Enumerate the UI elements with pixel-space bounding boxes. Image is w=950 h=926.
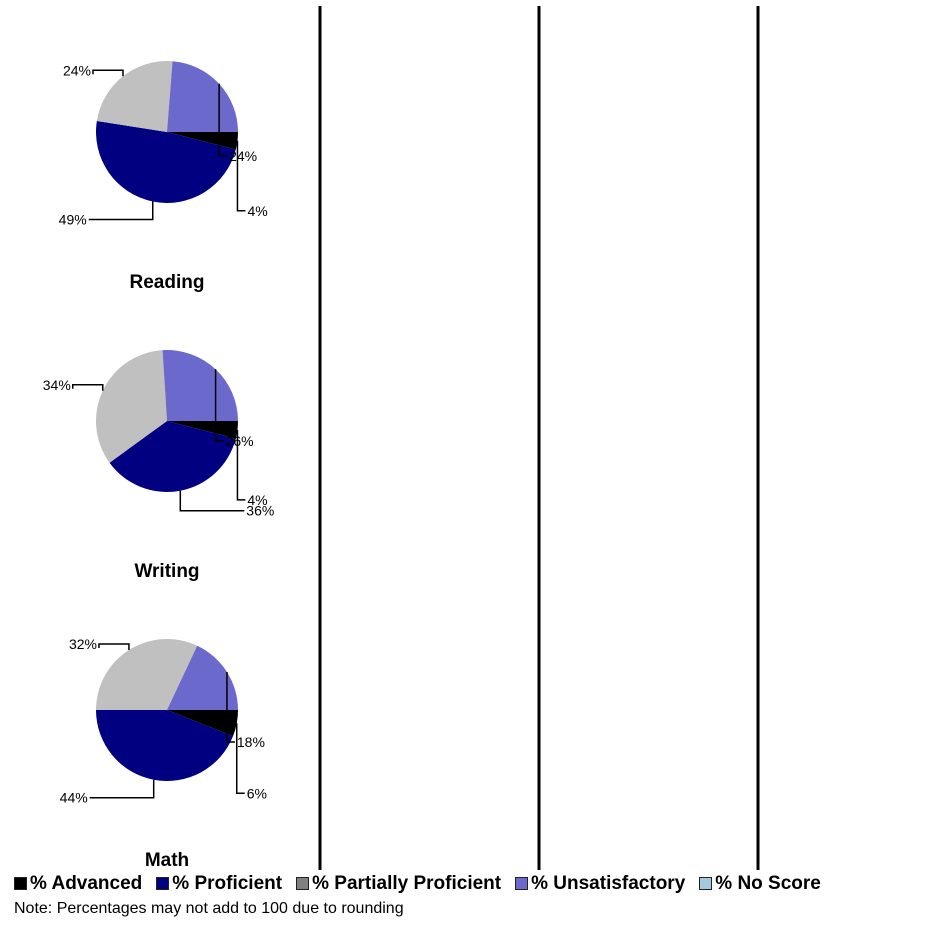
leader-line [89,779,155,799]
pie-slice-unsatisfactory [167,61,239,132]
pie-slice-advanced [167,132,238,150]
legend-label: % Unsatisfactory [531,873,686,894]
pie-slice-proficient [96,710,234,781]
data-label: 4% [248,203,268,219]
pie-slice-advanced [167,421,238,439]
pie-slice-partially-proficient [96,639,198,710]
data-label: 26% [226,433,254,449]
leader-line [236,429,246,501]
leader-line [92,69,124,77]
data-label: 34% [43,377,71,393]
pie-title: Writing [134,561,199,582]
leader-line [179,490,245,512]
pies-layer: 4%49%24%24%Reading4%36%34%26%Writing6%44… [43,60,274,870]
pie-slice-unsatisfactory [162,349,238,421]
leader-line [72,384,104,391]
legend-swatch [296,877,310,890]
data-label: 24% [229,148,257,164]
data-label: 6% [247,785,267,801]
pie-slice-partially-proficient [96,350,167,463]
data-label: 44% [60,790,88,806]
pie-slice-advanced [167,710,238,737]
pie-title: Math [145,850,189,870]
legend-item: % Advanced [14,873,142,895]
legend-label: % Partially Proficient [312,873,502,894]
legend-item: % Partially Proficient [296,873,501,895]
legend-label: % No Score [715,873,821,894]
pie-title: Reading [130,272,205,293]
legend-item: % Proficient [156,873,282,895]
legend-label: % Advanced [30,873,143,894]
pie-chart-grid: 4%49%24%24%Reading4%36%34%26%Writing6%44… [43,6,760,870]
legend: % Advanced % Proficient % Partially Profic… [14,873,835,895]
leader-line [214,369,224,442]
legend-swatch [14,877,27,890]
data-label: 36% [246,503,274,519]
data-label: 18% [237,734,265,750]
pie-reading: 4% 49% 24% 24% Reading [59,60,268,293]
leader-line [235,723,245,795]
pie-slice-partially-proficient [96,60,173,132]
legend-label: % Proficient [172,873,283,894]
leader-line [218,83,228,157]
pie-writing: 4%36% 34% 26% Writing [43,349,274,582]
pie-slice-proficient [109,421,236,492]
data-label: 4% [247,492,267,508]
legend-swatch [699,877,713,890]
footnote: Note: Percentages may not add to 100 due… [14,900,404,917]
pie-slice-proficient [96,121,236,203]
legend-item: % Unsatisfactory [515,873,685,895]
pie-math: 6% 44% 32% 18% Math [60,636,267,870]
leader-line [88,201,154,221]
data-label: 49% [59,212,87,228]
leader-line [236,140,246,212]
data-label: 24% [63,62,91,78]
pie-slice-unsatisfactory [167,645,238,710]
leader-line [226,671,235,743]
data-label: 32% [69,636,97,652]
legend-item: % No Score [699,873,821,895]
leader-line [98,643,130,651]
legend-swatch [156,877,170,890]
legend-swatch [515,877,529,890]
